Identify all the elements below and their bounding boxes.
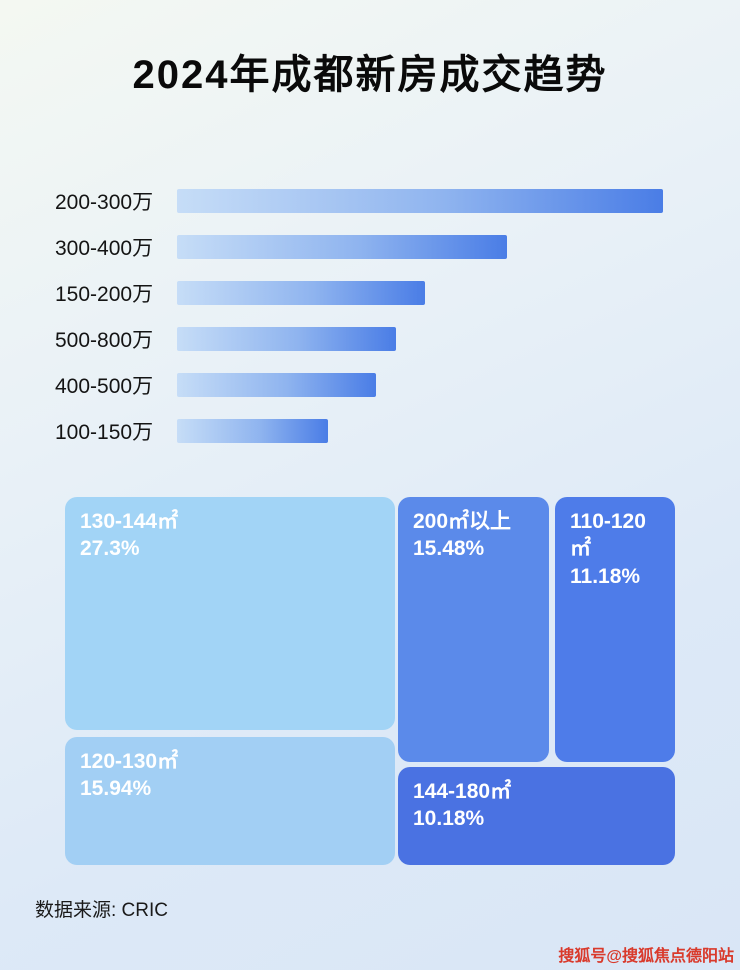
block-value: 11.18% (570, 564, 641, 588)
block-value: 27.3% (80, 537, 140, 561)
block-label: 200㎡以上 (413, 510, 512, 533)
bar-row: 100-150万 (55, 408, 685, 454)
treemap-block-130-144: 130-144㎡ 27.3% (65, 497, 395, 730)
bar (177, 327, 396, 351)
bar-category-label: 100-150万 (55, 421, 154, 444)
block-label: 110-120㎡ (570, 510, 646, 561)
bar-row: 500-800万 (55, 316, 685, 362)
bar (177, 189, 663, 213)
block-label: 120-130㎡ (80, 750, 179, 773)
page-title: 2024年成都新房成交趋势 (132, 53, 608, 97)
bar-category-label: 200-300万 (55, 191, 154, 214)
bar-row: 200-300万 (55, 178, 685, 224)
bar (177, 419, 328, 443)
block-label: 144-180㎡ (413, 780, 512, 803)
bar (177, 373, 377, 397)
bar-category-label: 400-500万 (55, 375, 154, 398)
bar-row: 150-200万 (55, 270, 685, 316)
treemap: 130-144㎡ 27.3% 120-130㎡ 15.94% 200㎡以上 15… (65, 497, 675, 865)
bar-track (177, 373, 663, 397)
watermark: 搜狐号@搜狐焦点德阳站 (558, 948, 734, 965)
bar (177, 235, 508, 259)
bar-category-label: 500-800万 (55, 329, 154, 352)
bar-category-label: 300-400万 (55, 237, 154, 260)
data-source: 数据来源: CRIC (35, 900, 169, 921)
bar-track (177, 281, 663, 305)
bar-track (177, 419, 663, 443)
bar-row: 300-400万 (55, 224, 685, 270)
block-value: 15.94% (80, 777, 152, 801)
treemap-block-110-120: 110-120㎡ 11.18% (555, 497, 675, 762)
block-label: 130-144㎡ (80, 510, 179, 533)
bar-chart: 200-300万 300-400万 150-200万 500-800万 400-… (55, 178, 685, 454)
treemap-block-200-plus: 200㎡以上 15.48% (398, 497, 549, 762)
block-value: 10.18% (413, 807, 485, 831)
bar-track (177, 189, 663, 213)
treemap-block-144-180: 144-180㎡ 10.18% (398, 767, 675, 865)
bar-row: 400-500万 (55, 362, 685, 408)
bar-track (177, 327, 663, 351)
block-value: 15.48% (413, 537, 485, 561)
treemap-block-120-130: 120-130㎡ 15.94% (65, 737, 395, 865)
bar-category-label: 150-200万 (55, 283, 154, 306)
bar-track (177, 235, 663, 259)
bar (177, 281, 425, 305)
